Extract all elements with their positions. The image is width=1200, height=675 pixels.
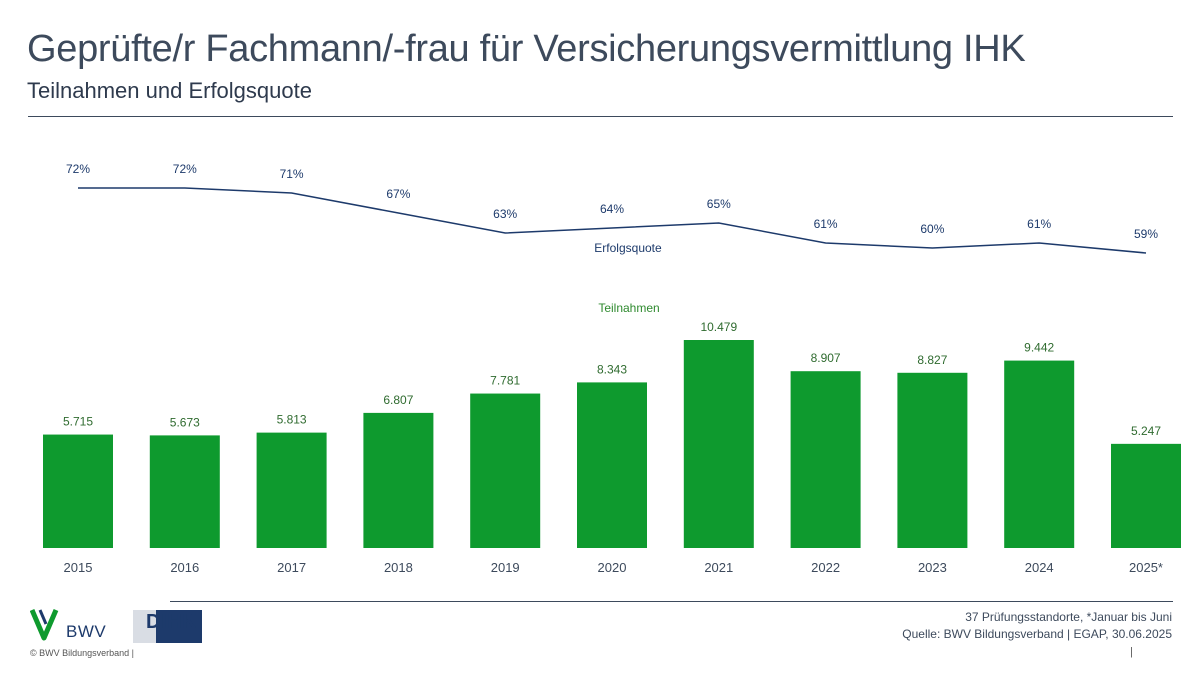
x-tick-2018: 2018 bbox=[384, 560, 413, 575]
x-tick-2015: 2015 bbox=[64, 560, 93, 575]
line-label-2022: 61% bbox=[814, 217, 838, 231]
line-label-2023: 60% bbox=[920, 222, 944, 236]
line-label-2016: 72% bbox=[173, 162, 197, 176]
page-title: Geprüfte/r Fachmann/-frau für Versicheru… bbox=[27, 28, 1026, 70]
dihk-logo-text: DIHK bbox=[146, 611, 197, 633]
bar-label-2021: 10.479 bbox=[700, 320, 737, 334]
copyright-text: © BWV Bildungsverband | bbox=[30, 648, 135, 658]
bar-2020 bbox=[577, 382, 647, 548]
dihk-logo bbox=[133, 610, 202, 643]
bar-label-2017: 5.813 bbox=[277, 413, 307, 427]
bar-label-2024: 9.442 bbox=[1024, 341, 1054, 355]
header-divider bbox=[28, 116, 1173, 117]
series-label-teilnahmen: Teilnahmen bbox=[598, 301, 659, 315]
line-label-2018: 67% bbox=[386, 187, 410, 201]
bar-2025* bbox=[1111, 443, 1181, 548]
bar-label-2020: 8.343 bbox=[597, 362, 627, 376]
line-label-2015: 72% bbox=[66, 162, 90, 176]
line-label-2021: 65% bbox=[707, 197, 731, 211]
series-label-erfolgsquote: Erfolgsquote bbox=[594, 241, 662, 255]
bar-2016 bbox=[149, 435, 220, 548]
x-tick-2017: 2017 bbox=[277, 560, 306, 575]
page-number-separator: | bbox=[1130, 646, 1133, 658]
x-tick-2022: 2022 bbox=[811, 560, 840, 575]
bar-2019 bbox=[470, 393, 541, 548]
bar-2018 bbox=[363, 412, 434, 548]
source-note-line2: Quelle: BWV Bildungsverband | EGAP, 30.0… bbox=[902, 627, 1172, 641]
bar-2024 bbox=[1004, 360, 1075, 548]
bar-label-2016: 5.673 bbox=[170, 415, 200, 429]
line-label-2019: 63% bbox=[493, 207, 517, 221]
line-label-2020: 64% bbox=[600, 202, 624, 216]
source-note-line1: 37 Prüfungsstandorte, *Januar bis Juni bbox=[965, 610, 1172, 624]
x-tick-2016: 2016 bbox=[170, 560, 199, 575]
bwv-logo-text: BWV bbox=[66, 622, 107, 641]
bar-2021 bbox=[683, 340, 754, 548]
line-label-2025*: 59% bbox=[1134, 227, 1158, 241]
bar-2017 bbox=[256, 432, 327, 548]
x-tick-2025*: 2025* bbox=[1129, 560, 1163, 575]
chart: 5.715 2015 5.673 2016 5.813 2017 6.807 2018 7.78… bbox=[43, 162, 1181, 575]
footer-divider bbox=[170, 601, 1173, 602]
bar-label-2019: 7.781 bbox=[490, 374, 520, 388]
x-tick-2019: 2019 bbox=[491, 560, 520, 575]
bar-2023 bbox=[897, 372, 968, 548]
bwv-logo-icon bbox=[30, 609, 59, 641]
bar-label-2023: 8.827 bbox=[917, 353, 947, 367]
erfolgsquote-line bbox=[78, 187, 1147, 254]
bar-2015 bbox=[43, 434, 113, 548]
x-tick-2023: 2023 bbox=[918, 560, 947, 575]
bar-2022 bbox=[790, 371, 861, 548]
page-subtitle: Teilnahmen und Erfolgsquote bbox=[27, 78, 312, 103]
source-note: 37 Prüfungsstandorte, *Januar bis Juni Q… bbox=[902, 609, 1172, 643]
bar-label-2025*: 5.247 bbox=[1131, 424, 1161, 438]
line-label-2017: 71% bbox=[280, 167, 304, 181]
x-tick-2024: 2024 bbox=[1025, 560, 1054, 575]
bar-label-2018: 6.807 bbox=[383, 393, 413, 407]
x-tick-2020: 2020 bbox=[598, 560, 627, 575]
line-label-2024: 61% bbox=[1027, 217, 1051, 231]
bar-label-2015: 5.715 bbox=[63, 415, 93, 429]
x-tick-2021: 2021 bbox=[704, 560, 733, 575]
bar-label-2022: 8.907 bbox=[811, 351, 841, 365]
